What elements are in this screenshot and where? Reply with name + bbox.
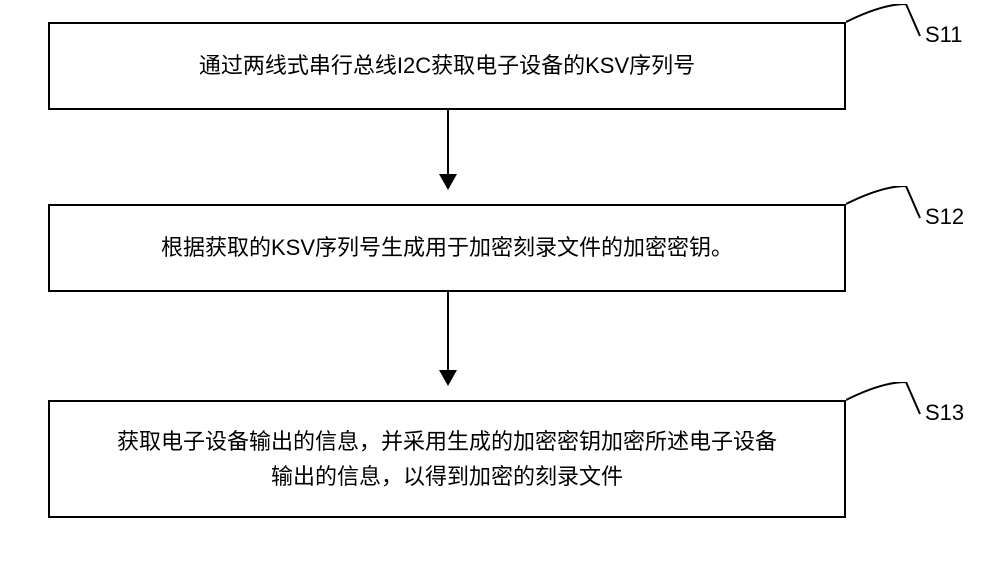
connector-s13 [846, 382, 926, 426]
arrow-s12-s13 [447, 292, 449, 384]
step-label-s11: S11 [925, 22, 963, 48]
flow-box-s13-line2: 输出的信息，以得到加密的刻录文件 [271, 464, 623, 489]
flow-box-s13: 获取电子设备输出的信息，并采用生成的加密密钥加密所述电子设备 输出的信息，以得到… [48, 400, 846, 518]
flowchart-container: 通过两线式串行总线I2C获取电子设备的KSV序列号 根据获取的KSV序列号生成用… [0, 0, 1000, 570]
connector-s12 [846, 186, 926, 230]
flow-box-s12-text: 根据获取的KSV序列号生成用于加密刻录文件的加密密钥。 [161, 230, 733, 265]
arrow-s11-s12 [447, 110, 449, 188]
step-label-s13: S13 [925, 400, 964, 426]
flow-box-s13-text: 获取电子设备输出的信息，并采用生成的加密密钥加密所述电子设备 输出的信息，以得到… [117, 424, 777, 494]
flow-box-s12: 根据获取的KSV序列号生成用于加密刻录文件的加密密钥。 [48, 204, 846, 292]
step-label-s12: S12 [925, 204, 964, 230]
flow-box-s13-line1: 获取电子设备输出的信息，并采用生成的加密密钥加密所述电子设备 [117, 429, 777, 454]
connector-s11 [846, 4, 926, 48]
flow-box-s11: 通过两线式串行总线I2C获取电子设备的KSV序列号 [48, 22, 846, 110]
flow-box-s11-text: 通过两线式串行总线I2C获取电子设备的KSV序列号 [199, 48, 695, 83]
